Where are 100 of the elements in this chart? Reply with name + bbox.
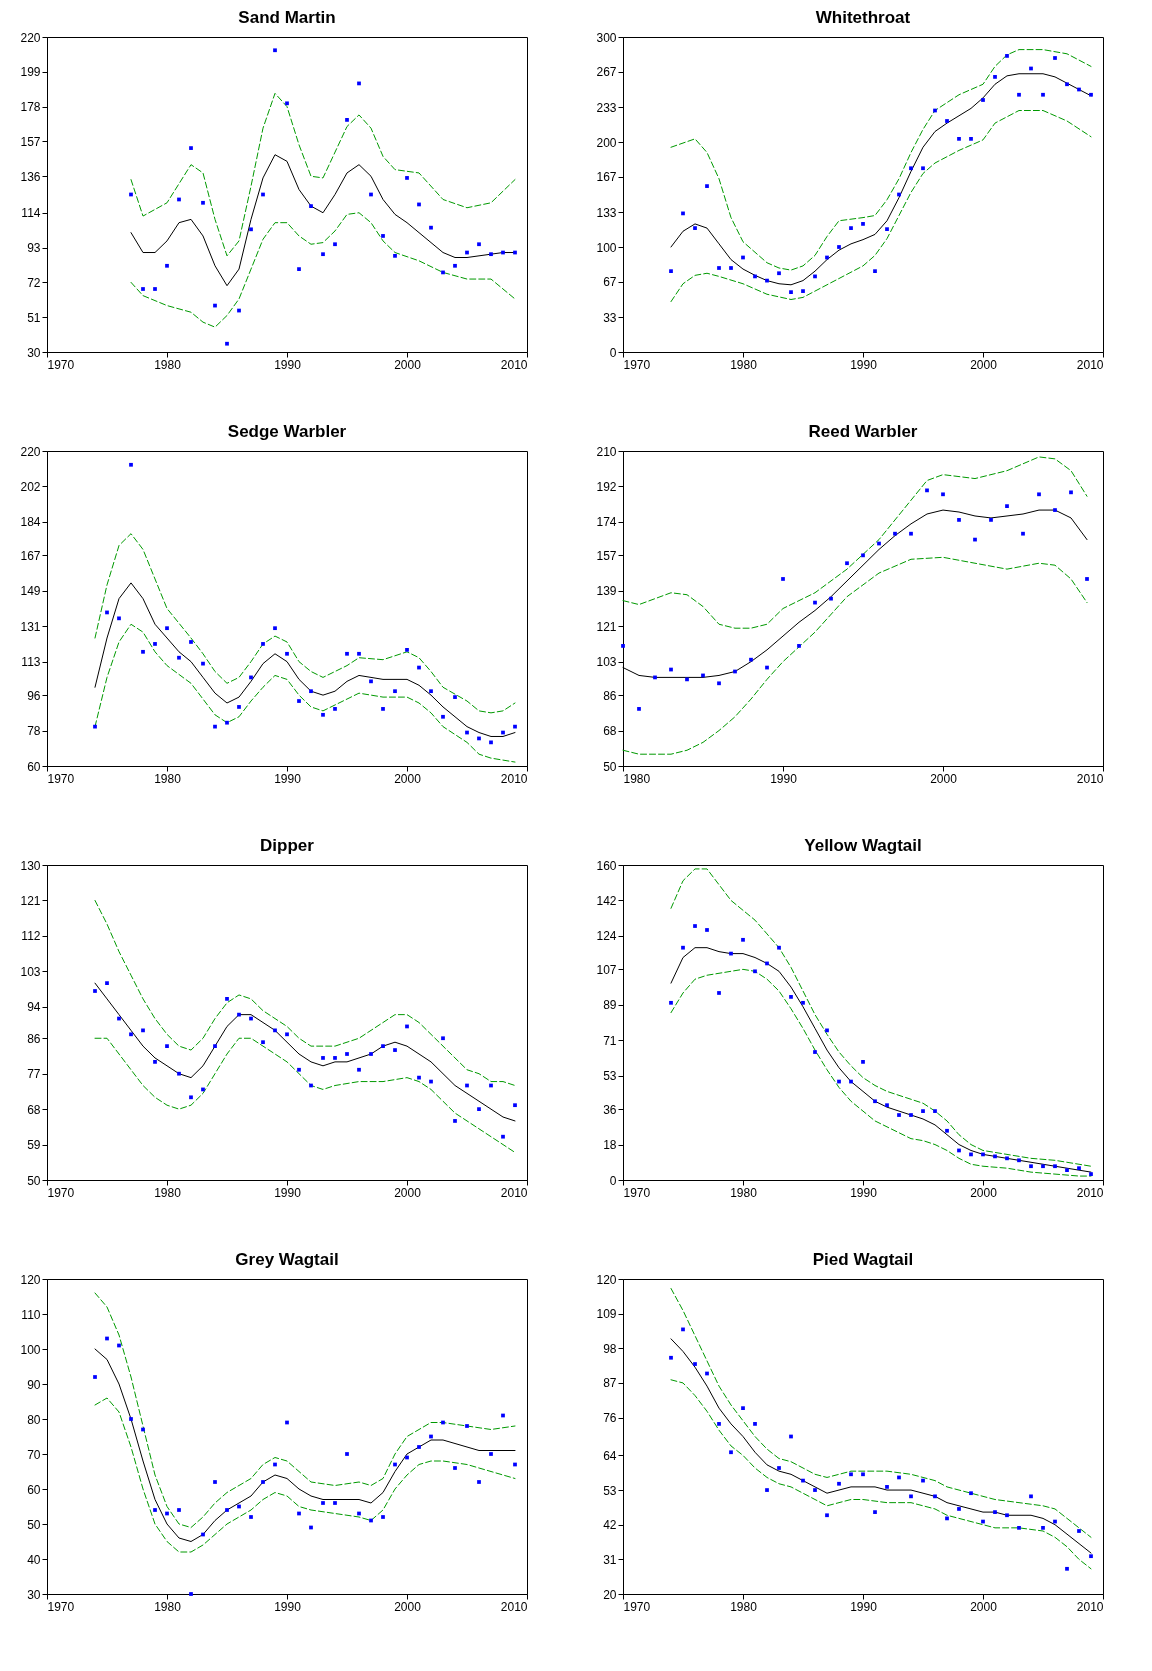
y-tick-label: 50	[27, 1173, 41, 1188]
line-series	[670, 1379, 1092, 1570]
chart-title: Sedge Warbler	[227, 422, 347, 441]
x-tick-label: 2000	[970, 357, 998, 372]
x-tick-label: 2010	[500, 1599, 528, 1614]
y-tick-label: 120	[20, 1272, 41, 1287]
y-tick-label: 94	[27, 1000, 41, 1015]
x-tick-label: 1980	[730, 1599, 758, 1614]
y-tick-label: 18	[603, 1138, 617, 1153]
y-tick-label: 210	[596, 444, 617, 459]
x-tick-label: 2010	[1076, 1599, 1104, 1614]
line-series	[670, 1287, 1092, 1538]
y-tick-label: 87	[603, 1376, 617, 1391]
x-tick-label: 1970	[47, 771, 75, 786]
y-tick-label: 192	[596, 479, 617, 494]
x-tick-label: 1980	[730, 1185, 758, 1200]
line-series	[94, 1348, 516, 1542]
y-tick-label: 89	[603, 998, 617, 1013]
y-tick-label: 184	[20, 515, 41, 530]
x-tick-label: 1970	[623, 1599, 651, 1614]
y-tick-label: 59	[27, 1138, 41, 1153]
line-series	[94, 1037, 516, 1153]
y-tick-label: 86	[603, 688, 617, 703]
x-tick-label: 1990	[850, 1185, 878, 1200]
y-tick-label: 50	[27, 1517, 41, 1532]
y-tick-label: 100	[20, 1342, 41, 1357]
x-tick-label: 1970	[47, 1599, 75, 1614]
y-tick-label: 53	[603, 1069, 617, 1084]
chart-title: Yellow Wagtail	[804, 836, 922, 855]
x-tick-label: 1980	[623, 771, 651, 786]
y-tick-label: 103	[20, 964, 41, 979]
x-tick-label: 2000	[970, 1185, 998, 1200]
x-tick-label: 1970	[47, 1185, 75, 1200]
y-tick-label: 202	[20, 479, 41, 494]
y-tick-label: 107	[596, 962, 617, 977]
line-series	[94, 982, 516, 1122]
y-tick-label: 103	[596, 655, 617, 670]
y-tick-label: 133	[596, 205, 617, 220]
chart-title: Reed Warbler	[808, 422, 918, 441]
y-tick-label: 93	[27, 241, 41, 256]
y-tick-label: 109	[596, 1307, 617, 1322]
y-tick-label: 96	[27, 688, 41, 703]
x-tick-label: 1980	[154, 1185, 182, 1200]
x-tick-label: 2010	[500, 1185, 528, 1200]
x-tick-label: 1980	[154, 771, 182, 786]
y-tick-label: 76	[603, 1411, 617, 1426]
y-tick-label: 100	[596, 240, 617, 255]
y-tick-label: 200	[596, 135, 617, 150]
line-series	[670, 73, 1092, 286]
y-tick-label: 60	[27, 759, 41, 774]
y-tick-label: 60	[27, 1482, 41, 1497]
x-tick-label: 2000	[394, 771, 422, 786]
line-series	[130, 92, 516, 257]
y-tick-label: 220	[20, 30, 41, 45]
x-tick-label: 2000	[970, 1599, 998, 1614]
x-tick-label: 2010	[1076, 1185, 1104, 1200]
x-tick-label: 1990	[274, 1185, 302, 1200]
y-tick-label: 300	[596, 30, 617, 45]
x-tick-label: 1980	[154, 1599, 182, 1614]
line-series	[94, 1292, 516, 1528]
line-series	[622, 556, 1088, 755]
y-tick-label: 149	[20, 584, 41, 599]
chart-title: Sand Martin	[238, 8, 336, 27]
x-tick-label: 1990	[274, 771, 302, 786]
y-tick-label: 72	[27, 275, 41, 290]
y-tick-label: 157	[20, 134, 41, 149]
y-tick-label: 98	[603, 1341, 617, 1356]
y-tick-label: 51	[27, 310, 41, 325]
y-tick-label: 157	[596, 548, 617, 563]
y-tick-label: 110	[21, 1307, 41, 1322]
line-series	[670, 49, 1092, 271]
y-tick-label: 40	[27, 1552, 41, 1567]
x-tick-label: 1990	[770, 771, 798, 786]
x-tick-label: 2010	[1076, 357, 1104, 372]
line-series	[622, 456, 1088, 629]
y-tick-label: 80	[27, 1412, 41, 1427]
y-tick-label: 233	[596, 100, 617, 115]
y-tick-label: 112	[21, 929, 41, 944]
y-tick-label: 71	[603, 1033, 617, 1048]
y-tick-label: 20	[603, 1587, 617, 1602]
y-tick-label: 131	[20, 619, 41, 634]
y-tick-label: 90	[27, 1377, 41, 1392]
y-tick-label: 174	[596, 515, 617, 530]
y-tick-label: 33	[603, 310, 617, 325]
y-tick-label: 0	[609, 345, 617, 360]
x-tick-label: 2000	[394, 1599, 422, 1614]
x-tick-label: 1990	[274, 1599, 302, 1614]
x-tick-label: 1970	[47, 357, 75, 372]
y-tick-label: 220	[20, 444, 41, 459]
line-series	[130, 212, 516, 328]
chart-title: Grey Wagtail	[235, 1250, 339, 1269]
y-tick-label: 86	[27, 1031, 41, 1046]
x-tick-label: 2000	[930, 771, 958, 786]
y-tick-label: 136	[20, 169, 41, 184]
x-tick-label: 2010	[1076, 771, 1104, 786]
line-series	[130, 154, 516, 287]
y-tick-label: 30	[27, 1587, 41, 1602]
y-tick-label: 267	[596, 65, 617, 80]
x-tick-label: 1970	[623, 1185, 651, 1200]
y-tick-label: 64	[603, 1448, 617, 1463]
